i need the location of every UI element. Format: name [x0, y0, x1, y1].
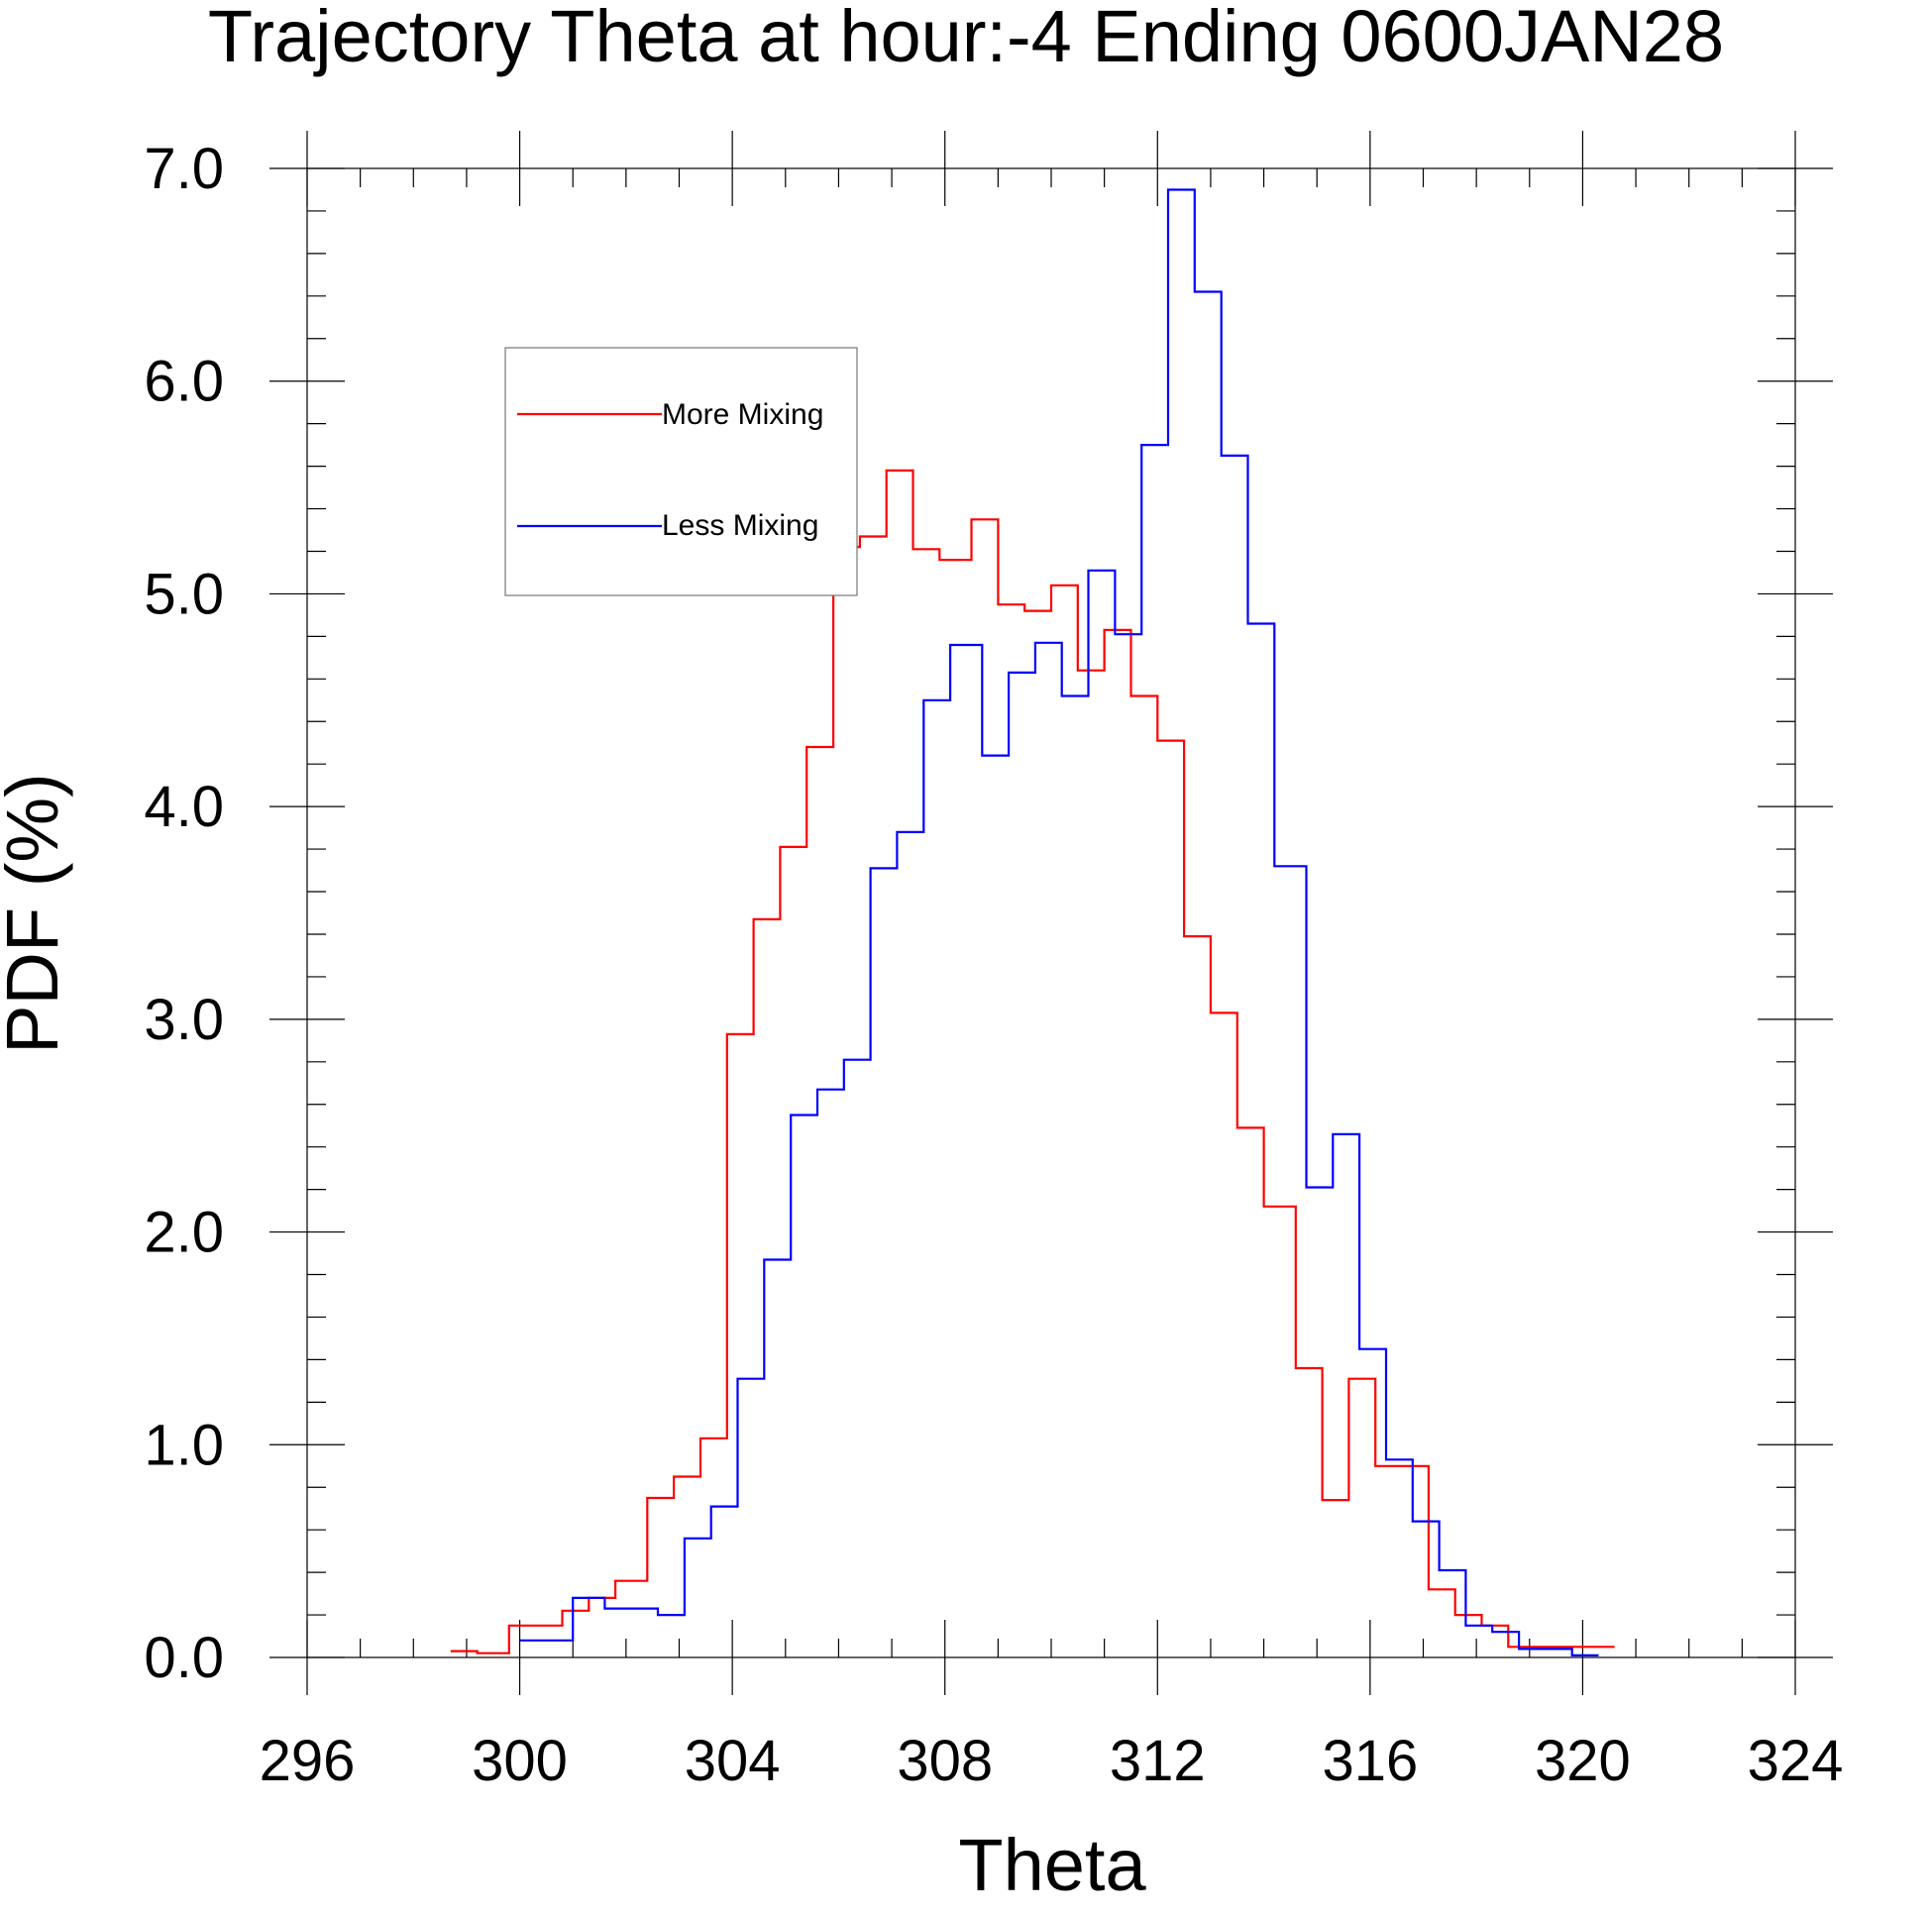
y-tick-label: 4.0: [144, 775, 224, 839]
y-axis-label: PDF (%): [0, 773, 73, 1054]
x-tick-label: 308: [897, 1729, 993, 1793]
y-tick-label: 2.0: [144, 1201, 224, 1265]
x-tick-label: 304: [685, 1729, 781, 1793]
y-tick-label: 0.0: [144, 1626, 224, 1690]
y-tick-label: 5.0: [144, 562, 224, 626]
y-tick-label: 6.0: [144, 350, 224, 414]
x-tick-label: 320: [1535, 1729, 1631, 1793]
legend: More Mixing Less Mixing: [504, 347, 858, 596]
x-tick-label: 300: [472, 1729, 568, 1793]
series-line-1: [519, 188, 1599, 1656]
x-tick-label: 312: [1110, 1729, 1206, 1793]
axis-ticks: [269, 131, 1833, 1695]
chart-title: Trajectory Theta at hour:-4 Ending 0600J…: [208, 0, 1724, 77]
x-axis-label: Theta: [958, 1824, 1146, 1906]
legend-label-less-mixing: Less Mixing: [662, 509, 818, 542]
y-tick-label: 3.0: [144, 988, 224, 1052]
y-tick-label: 1.0: [144, 1413, 224, 1477]
y-tick-labels: 0.0 1.0 2.0 3.0 4.0 5.0 6.0 7.0: [144, 137, 224, 1690]
x-tick-labels: 296 300 304 308 312 316 320 324: [260, 1729, 1844, 1793]
legend-label-more-mixing: More Mixing: [662, 398, 823, 431]
series-line-0: [450, 469, 1615, 1654]
series-layer: [450, 188, 1615, 1656]
x-tick-label: 316: [1322, 1729, 1418, 1793]
y-tick-label: 7.0: [144, 137, 224, 201]
x-tick-label: 324: [1748, 1729, 1844, 1793]
x-tick-label: 296: [260, 1729, 356, 1793]
legend-box: [504, 347, 858, 596]
